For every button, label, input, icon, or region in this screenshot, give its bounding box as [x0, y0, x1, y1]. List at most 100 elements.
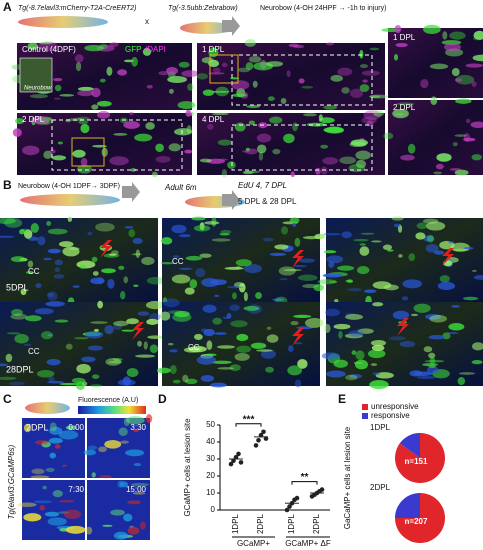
cell — [129, 111, 134, 116]
roi — [51, 119, 183, 171]
cell — [65, 343, 73, 350]
cell — [320, 144, 329, 149]
label: 4 DPL — [202, 115, 225, 124]
cell — [455, 98, 472, 104]
fish-icon — [18, 16, 108, 28]
cell — [471, 269, 477, 272]
roi — [231, 124, 373, 171]
label: 0:00 — [68, 423, 84, 432]
cell — [212, 90, 230, 93]
injury — [397, 318, 409, 336]
point — [263, 436, 269, 441]
cell — [274, 244, 289, 250]
cell — [292, 44, 305, 49]
cell — [38, 41, 53, 45]
cell — [420, 78, 429, 89]
cell — [149, 344, 158, 354]
legend-swatch — [362, 413, 368, 419]
cell — [160, 261, 175, 265]
cell — [451, 304, 460, 308]
cell — [435, 163, 444, 170]
cell — [131, 253, 142, 256]
cell — [401, 296, 409, 301]
cell — [52, 490, 63, 498]
label: 3:30 — [130, 423, 146, 432]
cell — [120, 291, 126, 300]
cell — [31, 116, 50, 125]
significance: *** — [243, 414, 255, 425]
cell — [186, 125, 192, 134]
cell — [294, 237, 301, 247]
cell — [339, 156, 357, 165]
cell — [371, 344, 385, 352]
cell — [318, 117, 335, 124]
cell — [126, 318, 139, 325]
cell — [354, 359, 369, 370]
cell — [127, 526, 140, 535]
cell — [41, 331, 53, 340]
images — [0, 16, 483, 540]
cell — [472, 342, 483, 351]
cell — [42, 485, 47, 490]
cell — [416, 375, 436, 379]
cell — [413, 303, 431, 313]
cell — [355, 150, 371, 160]
y-label: GaCaMP+ cells at lesion site — [343, 426, 352, 529]
cell — [246, 105, 260, 109]
injury — [100, 240, 112, 258]
cell — [185, 109, 192, 117]
cell — [84, 330, 104, 339]
cell — [171, 274, 191, 284]
point — [253, 443, 259, 448]
cell — [292, 122, 298, 132]
cell — [298, 258, 315, 263]
cell — [287, 365, 303, 376]
label: CC — [188, 343, 200, 352]
cell — [436, 153, 452, 162]
cell — [200, 375, 215, 382]
cell — [370, 363, 378, 366]
cell — [121, 329, 135, 332]
cell — [341, 87, 350, 94]
text: EdU 4, 7 DPL — [238, 181, 287, 190]
cell — [155, 155, 171, 163]
cell — [29, 94, 49, 99]
cell — [367, 349, 386, 359]
cell — [184, 287, 195, 295]
cell — [126, 368, 139, 378]
cell — [410, 313, 419, 317]
cell — [317, 279, 337, 285]
cell — [110, 509, 125, 516]
cell — [265, 366, 274, 373]
cell — [25, 315, 42, 322]
cell — [102, 524, 113, 527]
cell — [426, 366, 439, 375]
cell — [389, 336, 406, 341]
y-tick-label: 20 — [206, 471, 215, 480]
cell — [201, 277, 220, 288]
cell — [196, 355, 216, 365]
cell — [91, 87, 101, 98]
cell — [174, 128, 193, 136]
cell — [392, 108, 409, 119]
label: 2 DPL — [22, 115, 45, 124]
cell — [462, 296, 479, 301]
cell — [76, 363, 91, 374]
cell — [288, 345, 294, 352]
cell — [62, 246, 80, 257]
cell — [400, 154, 415, 161]
cell — [80, 123, 90, 134]
cell — [359, 84, 370, 92]
cell — [272, 298, 284, 302]
cell — [74, 54, 84, 63]
cell — [172, 255, 180, 258]
cell — [429, 356, 436, 365]
pie-note: n=151 — [405, 457, 428, 466]
cell — [360, 232, 375, 235]
cell — [12, 128, 22, 137]
cell — [283, 133, 295, 144]
cell — [99, 78, 106, 83]
y-label: GCaMP+ cells at lesion site — [183, 418, 192, 517]
cell — [49, 422, 57, 432]
cell — [248, 120, 255, 125]
